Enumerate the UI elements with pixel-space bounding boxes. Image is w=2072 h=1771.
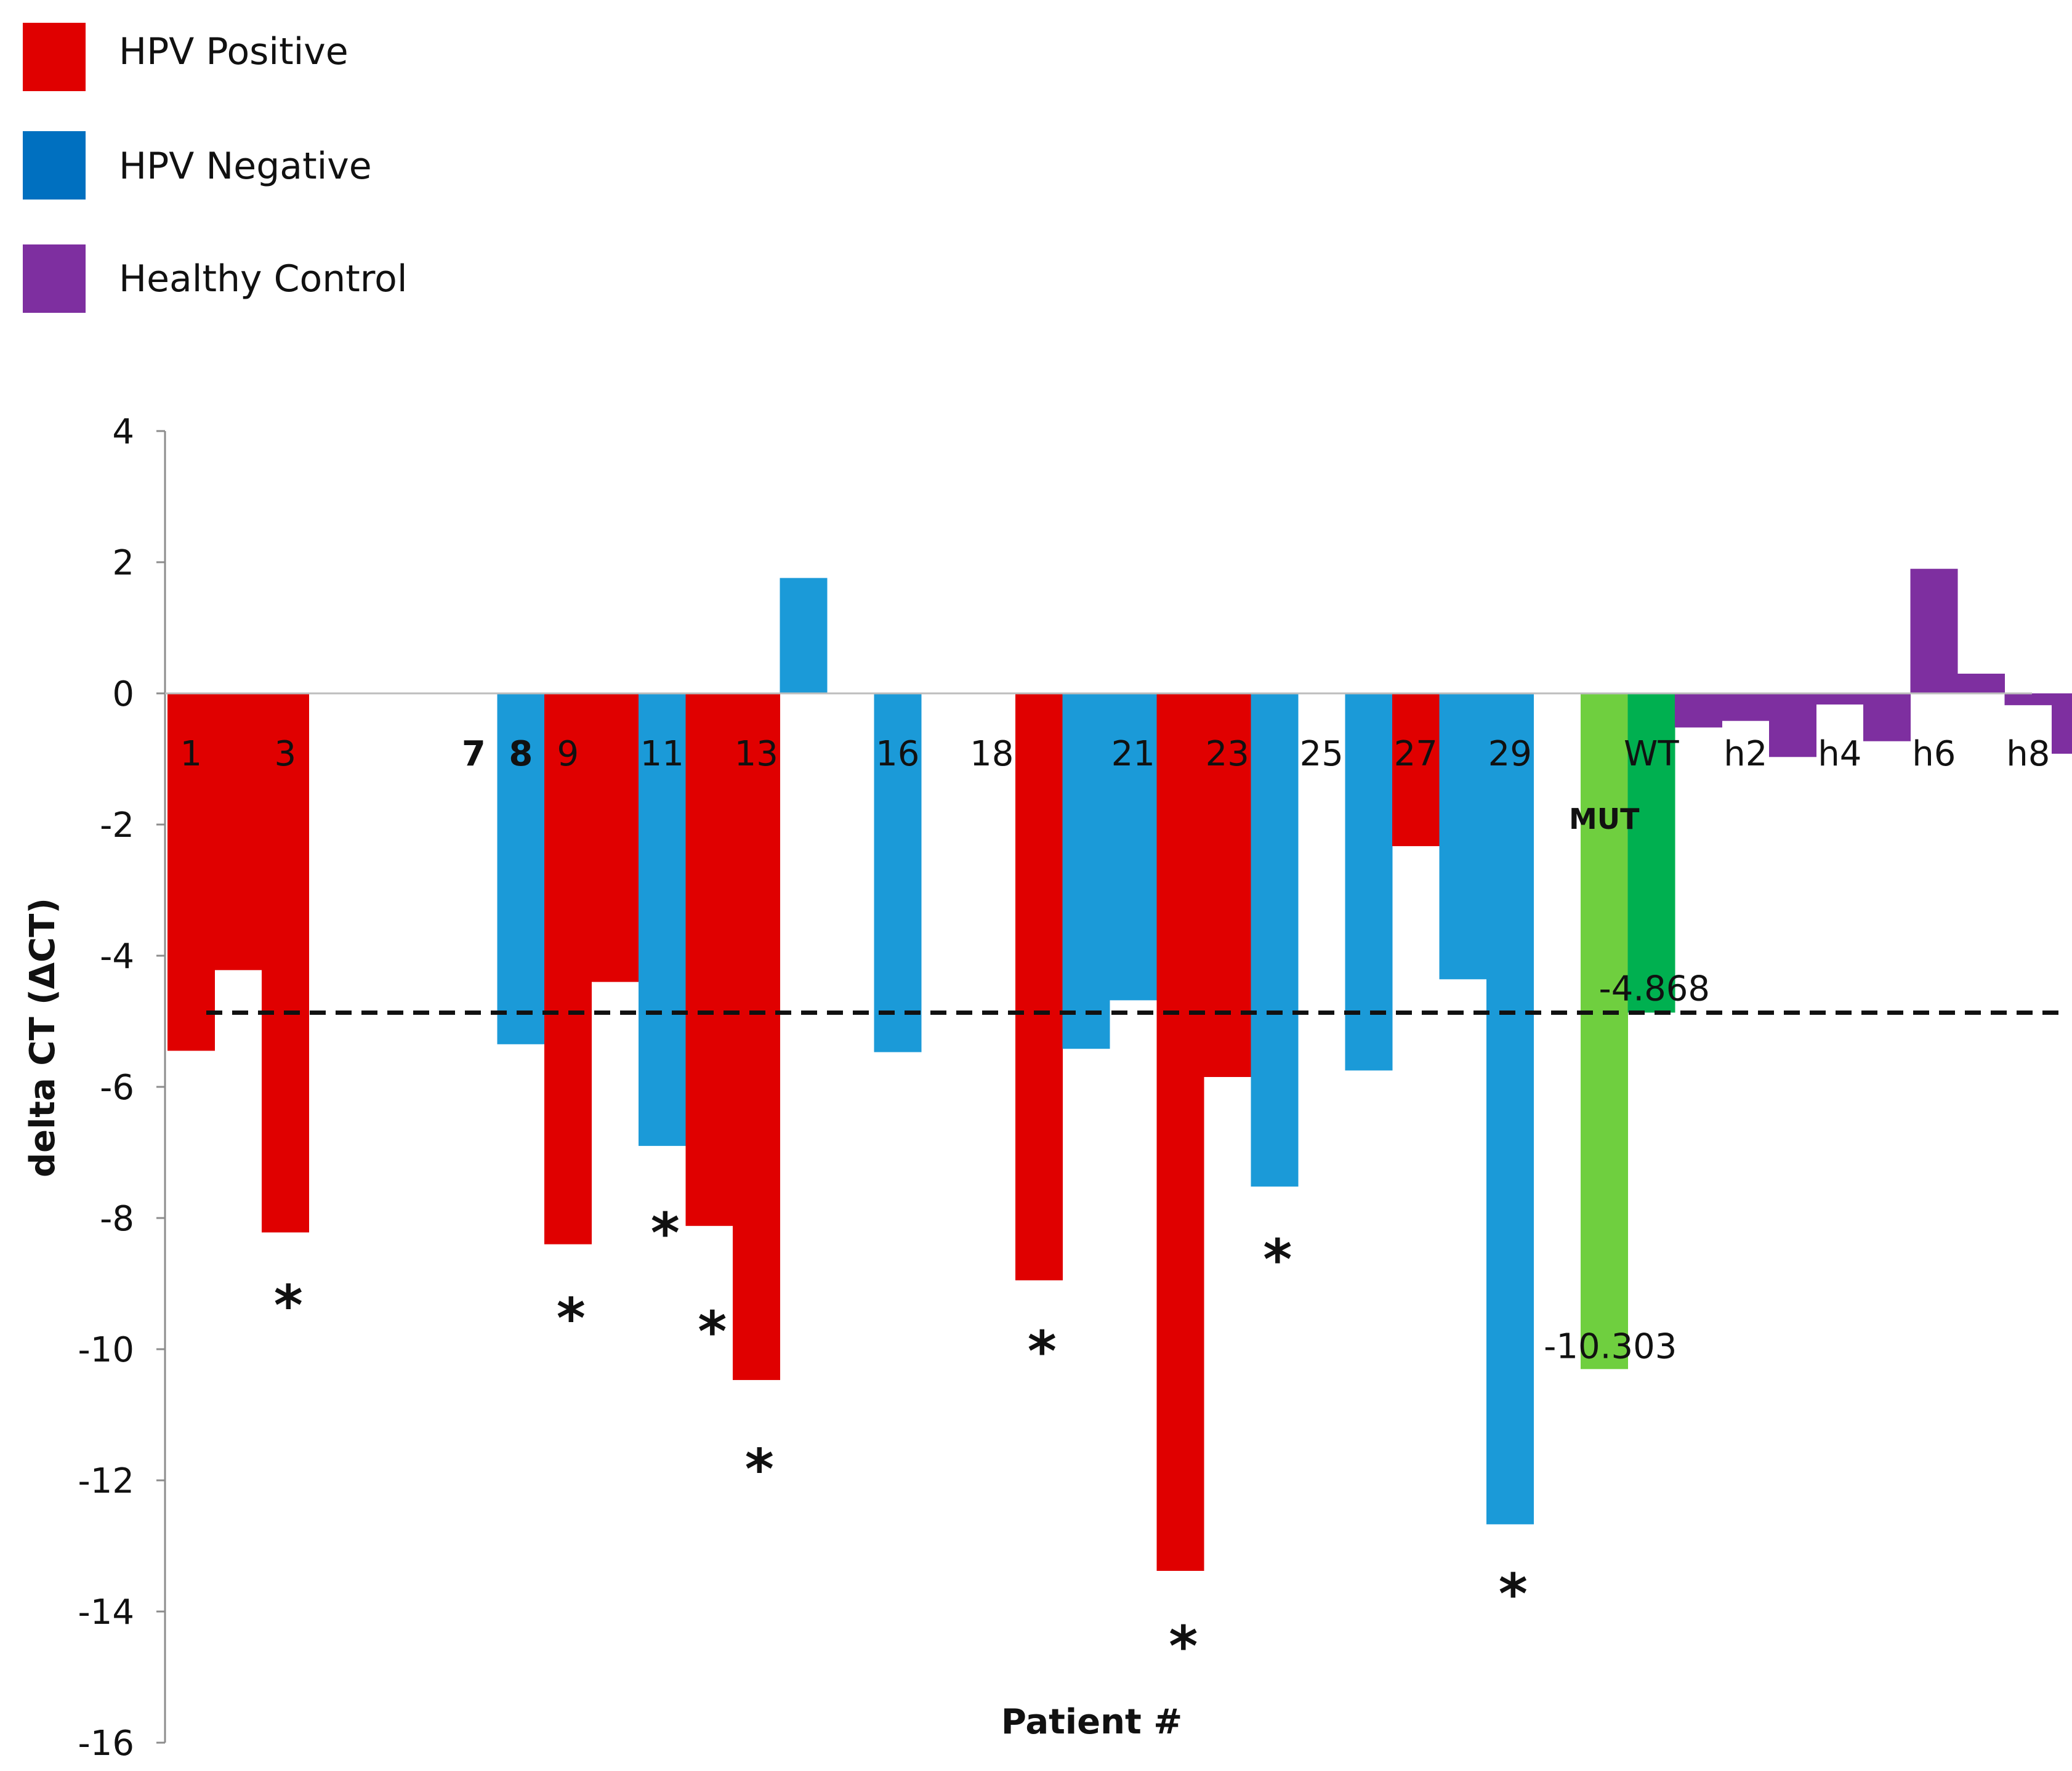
legend: HPV Positive HPV Negative Healthy Contro… [23, 23, 408, 313]
y-tick-label: -4 [100, 937, 134, 977]
y-axis-title: delta CT (ΔCT) [23, 898, 63, 1177]
legend-item-healthy-control: Healthy Control [23, 244, 408, 313]
bar-h4 [1816, 693, 1864, 705]
bar-1 [167, 693, 215, 1051]
legend-swatch-healthy-control [23, 244, 86, 313]
x-category-label: 3 [274, 734, 296, 774]
bar-14 [780, 578, 828, 693]
x-category-label: h2 [1723, 734, 1767, 774]
legend-swatch-hpv-negative [23, 131, 86, 200]
y-tick-label: 4 [112, 412, 134, 452]
significance-asterisk: * [1169, 1615, 1198, 1679]
bar-h5 [1863, 693, 1911, 741]
x-category-label: h4 [1818, 734, 1861, 774]
significance-asterisk: * [557, 1286, 586, 1351]
y-tick-label: 2 [112, 543, 134, 583]
bar-h3 [1769, 693, 1816, 757]
threshold-layer: -4.868 -10.303 [206, 969, 2068, 1366]
bar-26 [1345, 693, 1393, 1071]
x-category-label: 7 [462, 734, 486, 774]
significance-asterisk: * [1028, 1319, 1057, 1384]
significance-markers: * * * * * * * * * [274, 1201, 1528, 1679]
bar-16 [874, 693, 922, 1052]
x-category-label: 21 [1111, 734, 1155, 774]
bar-10 [591, 693, 639, 982]
bar-series [167, 568, 2072, 1571]
bar-12 [685, 693, 733, 1226]
bar-27 [1392, 693, 1440, 847]
significance-asterisk: * [1499, 1562, 1528, 1626]
y-tick-label: 0 [112, 674, 134, 714]
legend-item-hpv-positive: HPV Positive [23, 23, 349, 91]
bar-22 [1156, 693, 1204, 1571]
bar-2 [214, 693, 262, 970]
bar-h7 [1957, 674, 2005, 693]
bar-h6 [1910, 568, 1958, 693]
bar-8 [497, 693, 545, 1044]
mut-label: MUT [1569, 802, 1640, 836]
bar-h8 [2004, 693, 2052, 706]
significance-asterisk: * [698, 1299, 727, 1364]
legend-item-hpv-negative: HPV Negative [23, 131, 372, 200]
y-axis: 4 2 0 -2 -4 -6 -8 -10 -12 -14 -16 [78, 412, 2032, 1764]
bar-h1 [1675, 693, 1722, 728]
x-category-label: 1 [180, 734, 202, 774]
x-category-label: 29 [1488, 734, 1532, 774]
significance-asterisk: * [745, 1437, 774, 1502]
x-category-label: 11 [640, 734, 684, 774]
mut-value-label: -10.303 [1544, 1326, 1677, 1366]
y-tick-label: -14 [78, 1592, 134, 1632]
x-category-label: 25 [1300, 734, 1344, 774]
y-tick-label: -10 [78, 1330, 134, 1370]
bar-19 [1015, 693, 1063, 1281]
x-category-label: 16 [876, 734, 919, 774]
legend-label-hpv-negative: HPV Negative [119, 145, 372, 188]
x-category-label: 8 [509, 734, 533, 774]
bar-h9 [2052, 693, 2072, 754]
x-category-labels: 13789111316182123252729WTh2h4h6h8h10MUT [180, 734, 2050, 836]
x-category-label: WT [1624, 734, 1679, 774]
y-tick-label: -8 [100, 1199, 134, 1239]
significance-asterisk: * [1263, 1227, 1292, 1292]
bar-28 [1439, 693, 1487, 980]
significance-asterisk: * [274, 1273, 303, 1338]
bar-13 [733, 693, 780, 1381]
bar-29 [1486, 693, 1534, 1525]
x-category-label: 18 [970, 734, 1014, 774]
bar-11 [639, 693, 686, 1146]
threshold-value-label: -4.868 [1598, 969, 1710, 1009]
x-category-label: h8 [2006, 734, 2050, 774]
legend-label-hpv-positive: HPV Positive [119, 30, 349, 73]
bar-21 [1110, 693, 1157, 1001]
bar-WT [1627, 693, 1675, 1013]
x-category-label: 27 [1394, 734, 1438, 774]
bar-MUT [1581, 693, 1628, 1370]
x-category-label: 23 [1206, 734, 1249, 774]
bar-3 [262, 693, 309, 1233]
legend-label-healthy-control: Healthy Control [119, 257, 408, 301]
y-tick-label: -16 [78, 1724, 134, 1764]
x-category-label: 13 [735, 734, 778, 774]
bar-h2 [1722, 693, 1770, 721]
significance-asterisk: * [651, 1201, 680, 1266]
y-tick-label: -2 [100, 805, 134, 845]
bar-24 [1251, 693, 1299, 1187]
x-category-label: h6 [1912, 734, 1956, 774]
x-axis-title: Patient # [1001, 1702, 1182, 1742]
legend-swatch-hpv-positive [23, 23, 86, 91]
bar-9 [544, 693, 592, 1245]
x-category-label: 9 [557, 734, 579, 774]
y-tick-label: -6 [100, 1068, 134, 1108]
bar-20 [1062, 693, 1110, 1049]
y-tick-label: -12 [78, 1461, 134, 1501]
